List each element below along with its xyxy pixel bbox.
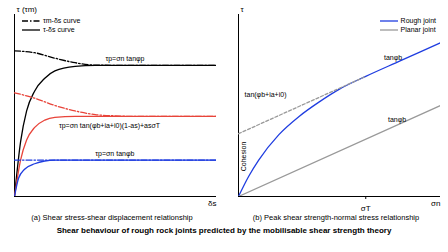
svg-text:τp=σn tanφb: τp=σn tanφb — [95, 150, 134, 158]
html-text:(b) Peak shear strength-normal: (b) Peak shear strength-normal stress re… — [252, 213, 420, 222]
svg-text:Cohesion: Cohesion — [240, 142, 247, 172]
svg-text:tanφb: tanφb — [388, 116, 406, 124]
svg-text:tanφb: tanφb — [384, 54, 402, 62]
svg-text:τp=σn tanφp: τp=σn tanφp — [105, 55, 144, 63]
html-text:τ-δs curve: τ-δs curve — [43, 26, 75, 33]
html-text:Shear behaviour of rough rock: Shear behaviour of rough rock joints pre… — [56, 226, 392, 235]
svg-text:τ: τ — [241, 5, 245, 14]
svg-text:tan(φb+ia+i0): tan(φb+ia+i0) — [245, 91, 287, 99]
html-text:Planar joint: Planar joint — [400, 26, 436, 33]
svg-text:σn: σn — [431, 199, 440, 208]
html-text:τm-δs curve: τm-δs curve — [43, 17, 81, 24]
html-text:Rough joint: Rough joint — [400, 17, 436, 24]
html-text:(a) Shear stress-shear displac: (a) Shear stress-shear displacement rela… — [31, 213, 193, 222]
svg-text:τ (τm): τ (τm) — [17, 5, 38, 14]
svg-text:δs: δs — [208, 199, 216, 208]
svg-text:σT: σT — [361, 204, 371, 212]
svg-text:τp=σn tan(φb+ia+i0)(1-as)+asσT: τp=σn tan(φb+ia+i0)(1-as)+asσT — [59, 122, 161, 130]
